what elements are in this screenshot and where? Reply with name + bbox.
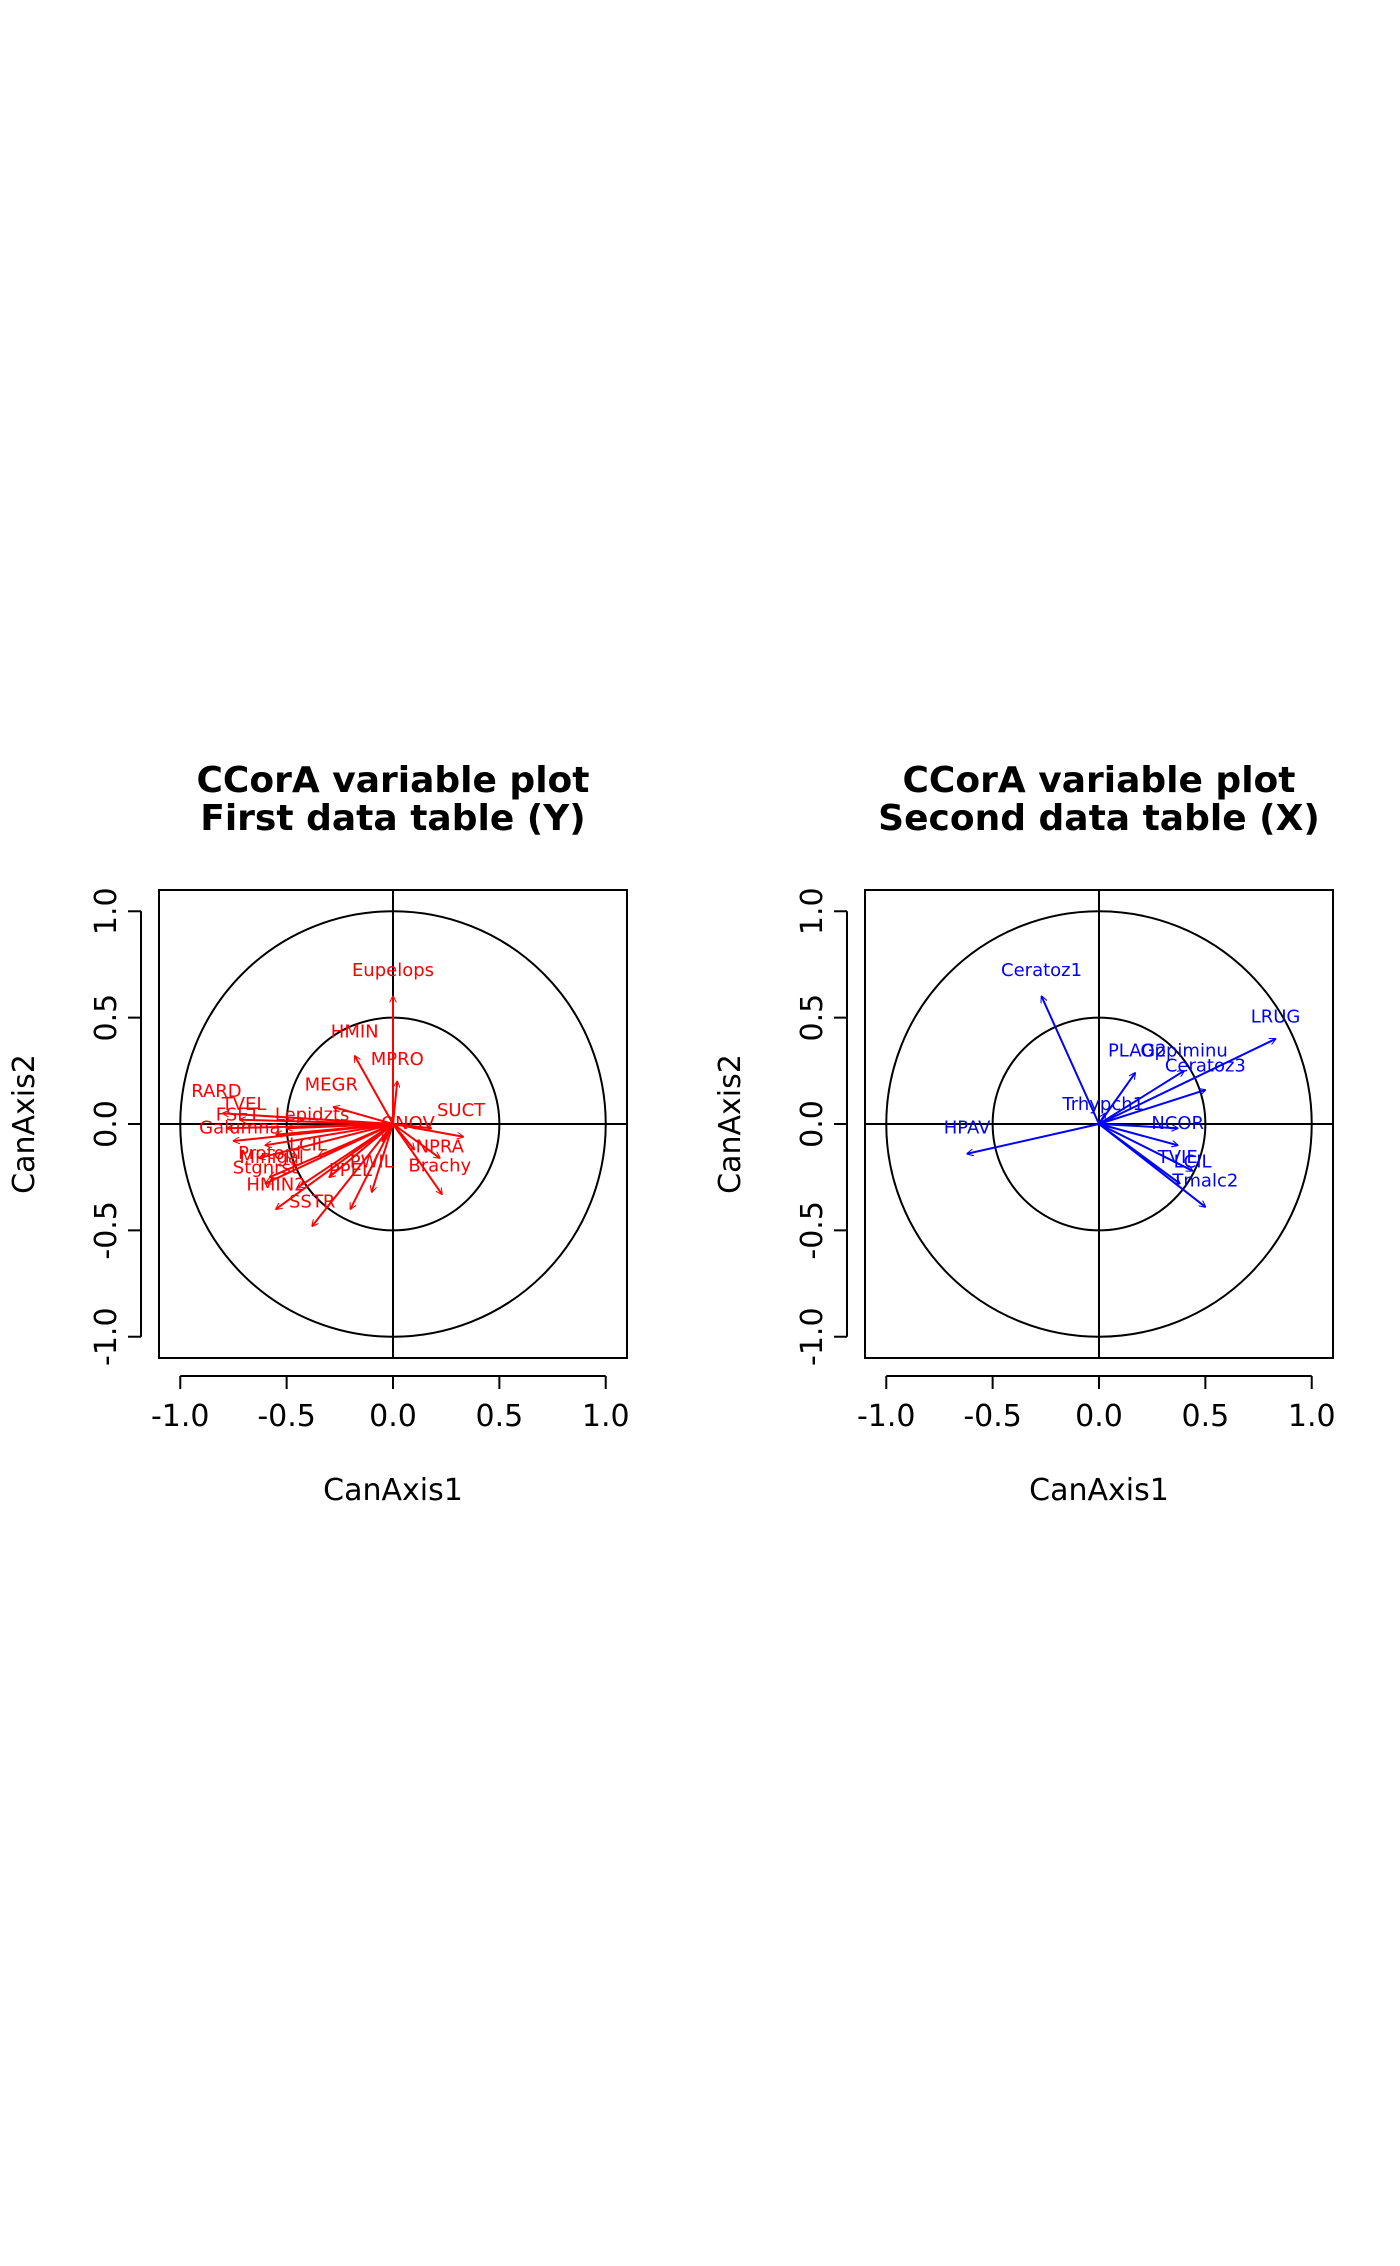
variable-label: Lepidzts	[275, 1104, 350, 1125]
variable-label: NPRA	[416, 1136, 465, 1157]
variable-label: Ceratoz1	[1001, 960, 1082, 981]
plot-area: -1.0 -0.5 0.0 0.5 1.0 -1.0 -0.5 0.0 0.5 1.0 Eupelo…	[89, 887, 630, 1434]
variable-arrow	[1098, 1123, 1178, 1145]
variable-arrow	[312, 1123, 394, 1226]
x-tick-label: 0.5	[476, 1399, 524, 1434]
variable-label: LCIL	[289, 1134, 327, 1155]
variable-label: HPAV	[944, 1117, 991, 1138]
y-axis-label: CanAxis2	[7, 1054, 42, 1194]
variable-arrow	[1098, 1113, 1105, 1125]
variable-label: MPRO	[371, 1049, 424, 1070]
y-tick-label: 1.0	[89, 887, 124, 935]
variable-arrow	[1098, 1123, 1180, 1184]
y-tick-label: 0.5	[795, 994, 830, 1042]
variable-arrow	[319, 1123, 394, 1156]
variable-arrow	[240, 1120, 394, 1125]
variable-arrow	[392, 1123, 442, 1194]
variable-label: Tmalc2	[1171, 1170, 1238, 1191]
y-tick-label: -0.5	[795, 1201, 830, 1260]
variable-arrow	[1098, 1090, 1205, 1125]
variable-label: Galumna	[199, 1117, 280, 1138]
x-tick-label: -0.5	[963, 1399, 1022, 1434]
variable-label: Stgnrst	[233, 1158, 298, 1179]
y-tick-label: 0.0	[795, 1100, 830, 1148]
x-tick-label: 0.0	[369, 1399, 417, 1434]
variable-label: Brachy	[408, 1156, 471, 1177]
variable-arrow	[392, 1123, 440, 1158]
variable-arrow	[1042, 996, 1100, 1125]
chart-title: CCorA variable plot	[197, 760, 590, 801]
y-tick-label: 0.5	[89, 994, 124, 1042]
x-tick-label: 0.5	[1182, 1399, 1230, 1434]
panel-second-data-table: CCorA variable plot Second data table (X…	[713, 760, 1336, 1508]
y-tick-label: -1.0	[795, 1307, 830, 1366]
variable-label: LCIL	[1174, 1151, 1212, 1172]
variable-arrow	[333, 1107, 394, 1125]
variable-label: Protopl	[238, 1143, 301, 1164]
variable-arrow	[392, 1081, 397, 1125]
variable-label: NCOR	[1151, 1113, 1204, 1134]
x-axis-label: CanAxis1	[1029, 1473, 1169, 1508]
variable-label: LRUG	[1251, 1007, 1301, 1028]
variable-arrow	[967, 1123, 1100, 1154]
variable-label: PPEL	[329, 1160, 372, 1181]
y-tick-label: 1.0	[795, 887, 830, 935]
variable-label: RARD	[191, 1081, 241, 1102]
plot-area: -1.0 -0.5 0.0 0.5 1.0 -1.0 -0.5 0.0 0.5 1.0 Cerato…	[795, 887, 1336, 1434]
x-tick-label: -1.0	[151, 1399, 210, 1434]
variable-label: PLAG2	[1108, 1041, 1167, 1062]
x-tick-label: 1.0	[1288, 1399, 1336, 1434]
y-axis-label: CanAxis2	[713, 1054, 748, 1194]
variable-arrow	[355, 1056, 394, 1125]
variable-label: Ceratoz3	[1165, 1056, 1246, 1077]
variable-arrow	[259, 1123, 394, 1158]
chart-subtitle: Second data table (X)	[878, 798, 1320, 839]
variable-label: TVEL	[221, 1094, 267, 1115]
variable-arrow	[1098, 1071, 1184, 1125]
variable-label: Trhypch1	[1061, 1094, 1144, 1115]
x-tick-label: -0.5	[257, 1399, 316, 1434]
variable-arrow	[265, 1123, 394, 1145]
x-tick-label: 1.0	[582, 1399, 630, 1434]
chart-subtitle: First data table (Y)	[200, 798, 586, 839]
chart-title: CCorA variable plot	[903, 760, 1296, 801]
variable-label: HMIN2	[246, 1175, 305, 1196]
x-tick-label: -1.0	[857, 1399, 916, 1434]
y-tick-label: -1.0	[89, 1307, 124, 1366]
variable-arrow	[1098, 1039, 1276, 1125]
variable-label: Minigal	[240, 1147, 304, 1168]
variable-arrow	[382, 1123, 394, 1141]
variable-arrow	[372, 1123, 394, 1192]
y-tick-label: 0.0	[89, 1100, 124, 1148]
variable-label: TVIE	[1157, 1147, 1198, 1168]
y-tick-label: -0.5	[89, 1201, 124, 1260]
variable-label: ONOV	[381, 1113, 435, 1134]
variable-arrow	[1098, 1123, 1193, 1172]
variable-arrow	[392, 1123, 463, 1137]
variable-arrow	[329, 1123, 394, 1177]
x-axis-label: CanAxis1	[323, 1473, 463, 1508]
variable-label: Oppiminu	[1140, 1041, 1227, 1062]
variable-label: PWIL	[350, 1151, 394, 1172]
variable-arrow	[1098, 1123, 1178, 1128]
variable-arrow	[297, 1123, 394, 1188]
variable-label: HMIN	[331, 1022, 379, 1043]
panel-first-data-table: CCorA variable plot First data table (Y)…	[7, 760, 630, 1508]
variable-arrow	[276, 1123, 394, 1135]
variable-label: SUCT	[437, 1100, 486, 1121]
variable-arrow	[392, 1123, 414, 1150]
variable-label: Eupelops	[352, 960, 434, 981]
variable-label: SSTR	[289, 1192, 335, 1213]
variable-label: MEGR	[305, 1075, 358, 1096]
x-tick-label: 0.0	[1075, 1399, 1123, 1434]
variable-label: FSET	[216, 1104, 261, 1125]
